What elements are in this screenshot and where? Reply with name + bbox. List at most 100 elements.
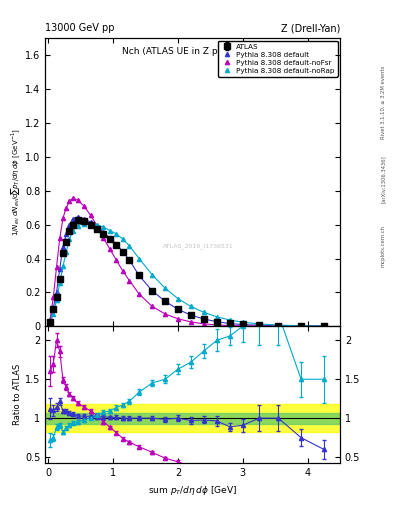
Pythia 8.308 default <box>121 249 125 255</box>
Pythia 8.308 default-noFsr <box>67 198 72 204</box>
Pythia 8.308 default-noRap <box>257 321 261 327</box>
Pythia 8.308 default-noFsr <box>241 323 245 329</box>
Text: ATLAS_2019_I1736531: ATLAS_2019_I1736531 <box>163 243 234 248</box>
Pythia 8.308 default-noRap <box>54 297 59 303</box>
Pythia 8.308 default-noRap <box>127 243 132 249</box>
Y-axis label: Ratio to ATLAS: Ratio to ATLAS <box>13 364 22 425</box>
Pythia 8.308 default-noRap <box>67 236 72 242</box>
Pythia 8.308 default-noFsr <box>228 323 232 329</box>
Pythia 8.308 default-noRap <box>75 222 80 228</box>
Pythia 8.308 default-noFsr <box>137 291 141 297</box>
Pythia 8.308 default-noRap <box>299 323 303 329</box>
Pythia 8.308 default <box>127 257 132 263</box>
Pythia 8.308 default-noRap <box>51 310 56 316</box>
Pythia 8.308 default <box>321 323 326 329</box>
Pythia 8.308 default-noFsr <box>150 303 154 309</box>
Text: [arXiv:1306.3436]: [arXiv:1306.3436] <box>381 155 386 203</box>
Pythia 8.308 default-noFsr <box>114 257 119 263</box>
Pythia 8.308 default <box>67 222 72 228</box>
Pythia 8.308 default-noRap <box>215 314 219 320</box>
Bar <box>45 404 340 432</box>
Pythia 8.308 default-noRap <box>137 255 141 262</box>
Bar <box>45 413 340 423</box>
Pythia 8.308 default <box>108 235 112 241</box>
Pythia 8.308 default <box>101 229 106 236</box>
X-axis label: sum $p_T/d\eta\,d\phi$ [GeV]: sum $p_T/d\eta\,d\phi$ [GeV] <box>148 484 237 497</box>
Pythia 8.308 default <box>202 316 206 322</box>
Pythia 8.308 default-noFsr <box>215 322 219 328</box>
Pythia 8.308 default-noRap <box>88 221 93 227</box>
Pythia 8.308 default-noRap <box>101 224 106 230</box>
Pythia 8.308 default <box>61 244 65 250</box>
Pythia 8.308 default-noFsr <box>321 323 326 329</box>
Pythia 8.308 default <box>70 216 75 222</box>
Pythia 8.308 default-noFsr <box>57 235 62 241</box>
Pythia 8.308 default <box>51 305 56 311</box>
Pythia 8.308 default-noRap <box>121 236 125 242</box>
Pythia 8.308 default <box>150 288 154 294</box>
Pythia 8.308 default-noFsr <box>82 203 86 209</box>
Text: 13000 GeV pp: 13000 GeV pp <box>45 23 115 33</box>
Legend: ATLAS, Pythia 8.308 default, Pythia 8.308 default-noFsr, Pythia 8.308 default-no: ATLAS, Pythia 8.308 default, Pythia 8.30… <box>218 40 338 77</box>
Pythia 8.308 default-noFsr <box>75 197 80 203</box>
Pythia 8.308 default-noFsr <box>121 268 125 274</box>
Pythia 8.308 default <box>257 322 261 328</box>
Pythia 8.308 default-noRap <box>189 304 193 310</box>
Pythia 8.308 default-noFsr <box>163 311 167 317</box>
Pythia 8.308 default <box>75 214 80 220</box>
Pythia 8.308 default <box>215 318 219 325</box>
Pythia 8.308 default <box>82 216 86 222</box>
Pythia 8.308 default <box>176 306 180 312</box>
Pythia 8.308 default-noFsr <box>70 196 75 202</box>
Pythia 8.308 default-noFsr <box>127 278 132 284</box>
Pythia 8.308 default-noFsr <box>176 316 180 322</box>
Pythia 8.308 default <box>276 323 281 329</box>
Pythia 8.308 default-noRap <box>57 280 62 286</box>
Pythia 8.308 default-noFsr <box>276 323 281 329</box>
Pythia 8.308 default-noFsr <box>48 316 52 323</box>
Pythia 8.308 default <box>163 298 167 304</box>
Pythia 8.308 default-noFsr <box>108 246 112 252</box>
Pythia 8.308 default-noRap <box>70 227 75 233</box>
Pythia 8.308 default <box>137 272 141 279</box>
Pythia 8.308 default-noFsr <box>202 321 206 327</box>
Pythia 8.308 default <box>54 289 59 295</box>
Y-axis label: $1/N_{ev}\ dN_{ev}/d\!\sum\!p_T/d\eta\,d\phi\ [\mathrm{GeV}^{-1}]$: $1/N_{ev}\ dN_{ev}/d\!\sum\!p_T/d\eta\,d… <box>9 129 22 236</box>
Text: mcplots.cern.ch: mcplots.cern.ch <box>381 225 386 267</box>
Pythia 8.308 default-noRap <box>202 309 206 315</box>
Pythia 8.308 default <box>48 318 52 325</box>
Line: Pythia 8.308 default-noRap: Pythia 8.308 default-noRap <box>48 222 326 328</box>
Line: Pythia 8.308 default: Pythia 8.308 default <box>48 215 326 328</box>
Text: Nch (ATLAS UE in Z production): Nch (ATLAS UE in Z production) <box>121 47 264 56</box>
Pythia 8.308 default-noRap <box>114 231 119 237</box>
Pythia 8.308 default-noFsr <box>54 264 59 270</box>
Pythia 8.308 default <box>228 321 232 327</box>
Pythia 8.308 default <box>88 219 93 225</box>
Pythia 8.308 default-noFsr <box>257 323 261 329</box>
Pythia 8.308 default-noFsr <box>88 212 93 219</box>
Pythia 8.308 default-noFsr <box>101 235 106 241</box>
Pythia 8.308 default <box>114 241 119 247</box>
Pythia 8.308 default <box>57 266 62 272</box>
Pythia 8.308 default-noRap <box>276 322 281 328</box>
Pythia 8.308 default-noRap <box>241 319 245 325</box>
Pythia 8.308 default-noRap <box>64 249 69 255</box>
Pythia 8.308 default-noRap <box>150 271 154 278</box>
Pythia 8.308 default-noRap <box>321 323 326 329</box>
Pythia 8.308 default-noRap <box>48 320 52 326</box>
Pythia 8.308 default-noRap <box>228 317 232 323</box>
Pythia 8.308 default-noRap <box>108 227 112 233</box>
Pythia 8.308 default-noFsr <box>95 222 99 228</box>
Pythia 8.308 default-noFsr <box>61 215 65 221</box>
Pythia 8.308 default-noRap <box>163 285 167 291</box>
Pythia 8.308 default-noFsr <box>189 319 193 325</box>
Pythia 8.308 default <box>299 323 303 329</box>
Pythia 8.308 default-noRap <box>82 221 86 227</box>
Text: Rivet 3.1.10, ≥ 3.2M events: Rivet 3.1.10, ≥ 3.2M events <box>381 66 386 139</box>
Pythia 8.308 default-noRap <box>61 263 65 269</box>
Pythia 8.308 default-noFsr <box>51 294 56 301</box>
Line: Pythia 8.308 default-noFsr: Pythia 8.308 default-noFsr <box>48 196 326 328</box>
Pythia 8.308 default <box>95 224 99 230</box>
Pythia 8.308 default <box>64 231 69 237</box>
Pythia 8.308 default-noRap <box>176 295 180 302</box>
